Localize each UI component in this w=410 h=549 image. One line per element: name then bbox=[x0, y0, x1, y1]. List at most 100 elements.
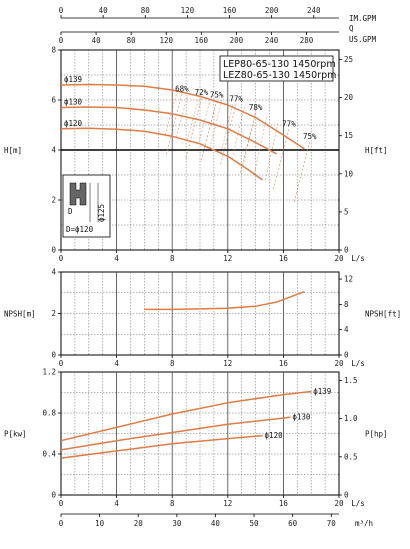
top-tick-label: 200 bbox=[230, 36, 244, 45]
y-tick-label: 0 bbox=[51, 351, 56, 360]
bottom-tick-label: 30 bbox=[172, 519, 182, 528]
efficiency-label: 77% bbox=[282, 119, 296, 128]
top-axis-label-imgpm: IM.GPM bbox=[349, 14, 377, 23]
y2-tick-label: 20 bbox=[344, 93, 354, 102]
x-tick-label: 20 bbox=[334, 254, 344, 263]
top-axis-label-q: Q bbox=[349, 24, 354, 33]
bottom-tick-label: 40 bbox=[211, 519, 221, 528]
hatch-line bbox=[198, 95, 212, 144]
x-tick-label: 0 bbox=[59, 254, 64, 263]
y2-tick-label: 25 bbox=[344, 55, 353, 64]
x-tick-label: 8 bbox=[170, 254, 175, 263]
y-tick-label: 1.2 bbox=[42, 368, 56, 377]
top-tick-label: 280 bbox=[300, 36, 314, 45]
y2-tick-label: 1.5 bbox=[344, 376, 358, 385]
y-axis-title-left: P[kw] bbox=[4, 430, 27, 439]
hatch-line bbox=[209, 99, 223, 149]
efficiency-hatch bbox=[165, 88, 311, 204]
inset-label-outlet: ϕ125 bbox=[97, 204, 106, 222]
curve-head-1 bbox=[60, 106, 277, 155]
y2-tick-label: 1.0 bbox=[344, 414, 358, 423]
y-tick-label: 6 bbox=[51, 96, 56, 105]
top-tick-label: 160 bbox=[195, 36, 209, 45]
iso-efficiency-line bbox=[185, 97, 202, 161]
series-label: ϕ139 bbox=[313, 387, 331, 396]
y2-tick-label: 0.5 bbox=[344, 452, 358, 461]
bottom-axis-unit: m³/h bbox=[355, 519, 373, 528]
x-tick-label: 20 bbox=[334, 499, 344, 508]
y-axis-title-left: NPSH[m] bbox=[4, 310, 36, 319]
y-tick-label: 0 bbox=[51, 246, 56, 255]
iso-efficiency-line bbox=[239, 112, 256, 176]
title-line-2: LEZ80-65-130 1450rpm bbox=[223, 70, 336, 81]
iso-efficiency-line bbox=[293, 141, 311, 204]
title-line-1: LEP80-65-130 1450rpm bbox=[223, 59, 336, 70]
y-tick-label: 4 bbox=[51, 268, 56, 277]
x-tick-label: 8 bbox=[170, 499, 175, 508]
y-axis-title-right: H[ft] bbox=[365, 146, 388, 155]
top-axis-label-usgpm: US.GPM bbox=[349, 35, 377, 44]
top-tick-label: 0 bbox=[59, 6, 64, 15]
curve-power-0 bbox=[60, 390, 312, 442]
y2-tick-label: 4 bbox=[344, 325, 349, 334]
y-axis-title-left: H[m] bbox=[4, 146, 22, 155]
bottom-tick-label: 70 bbox=[327, 519, 337, 528]
bottom-tick-label: 60 bbox=[288, 519, 298, 528]
impeller-section-icon bbox=[69, 182, 87, 206]
y2-tick-label: 0 bbox=[344, 491, 349, 500]
curve-head-0 bbox=[60, 83, 305, 150]
y-tick-label: 0.8 bbox=[42, 409, 56, 418]
series-label: ϕ130 bbox=[292, 413, 311, 422]
y-tick-label: 8 bbox=[51, 46, 56, 55]
title-box: LEP80-65-130 1450rpm LEZ80-65-130 1450rp… bbox=[219, 55, 336, 82]
efficiency-label: 78% bbox=[249, 103, 263, 112]
hatch-line bbox=[187, 93, 201, 141]
top-tick-label: 120 bbox=[181, 6, 195, 15]
hatch-line bbox=[176, 90, 190, 138]
x-tick-label: 16 bbox=[279, 499, 289, 508]
curve-power-2 bbox=[60, 434, 263, 459]
top-tick-label: 200 bbox=[265, 6, 279, 15]
y-tick-label: 0 bbox=[51, 491, 56, 500]
y2-tick-label: 0 bbox=[344, 246, 349, 255]
iso-efficiency-line bbox=[200, 100, 217, 163]
curves bbox=[60, 83, 312, 459]
bottom-tick-label: 0 bbox=[59, 519, 64, 528]
efficiency-label: 75% bbox=[303, 132, 317, 141]
x-tick-label: 0 bbox=[59, 499, 64, 508]
series-label: ϕ130 bbox=[64, 98, 83, 107]
inset-label-d: D bbox=[68, 207, 73, 216]
series-label: ϕ120 bbox=[64, 119, 83, 128]
iso-efficiency-line bbox=[219, 104, 237, 167]
x-unit-label: L/s bbox=[351, 499, 365, 508]
top-tick-label: 160 bbox=[223, 6, 237, 15]
top-tick-label: 0 bbox=[59, 36, 64, 45]
y2-tick-label: 15 bbox=[344, 131, 353, 140]
iso-efficiency-line bbox=[165, 94, 183, 157]
efficiency-label: 77% bbox=[229, 94, 243, 103]
series-label: ϕ139 bbox=[64, 75, 82, 84]
bottom-tick-label: 20 bbox=[134, 519, 144, 528]
x-tick-label: 12 bbox=[223, 254, 232, 263]
x-unit-label: L/s bbox=[351, 359, 365, 368]
top-tick-label: 40 bbox=[99, 6, 109, 15]
curve-npsh-0 bbox=[144, 290, 305, 311]
y2-tick-label: 12 bbox=[344, 275, 353, 284]
top-tick-label: 80 bbox=[127, 36, 137, 45]
efficiency-label: 68% bbox=[175, 84, 189, 93]
y-tick-label: 2 bbox=[51, 196, 56, 205]
x-unit-label: L/s bbox=[351, 254, 365, 263]
top-tick-label: 40 bbox=[92, 36, 102, 45]
x-tick-label: 12 bbox=[223, 359, 232, 368]
curve-head-2 bbox=[60, 127, 263, 181]
impeller-inset: D ϕ125 D=ϕ120 bbox=[62, 174, 111, 238]
hatch-line bbox=[165, 88, 179, 136]
top-tick-label: 240 bbox=[265, 36, 279, 45]
top-tick-label: 120 bbox=[159, 36, 173, 45]
hatch-line bbox=[242, 111, 256, 167]
y-axis-title-right: NPSH[ft] bbox=[365, 310, 401, 319]
top-tick-label: 240 bbox=[307, 6, 321, 15]
y-axis-title-right: P[hp] bbox=[365, 430, 388, 439]
